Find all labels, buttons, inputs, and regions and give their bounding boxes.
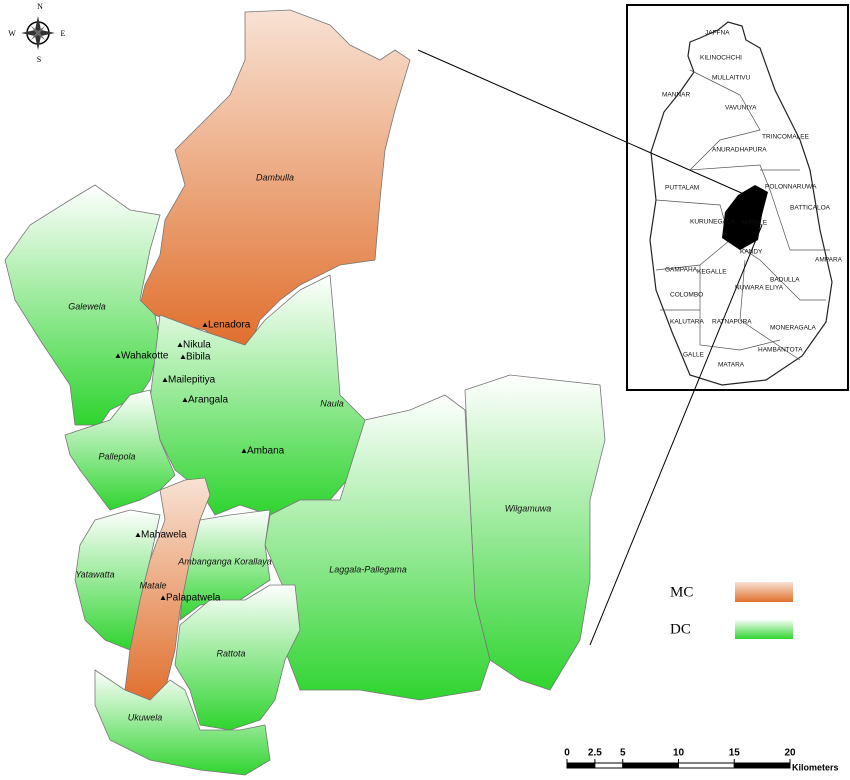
district-label: MATARA [718,362,745,369]
district-label: BADULLA [770,277,800,284]
region-label: Pallepola [98,451,135,461]
scale-segment [678,762,735,769]
town-marker [177,342,183,347]
town-label: Palapatwela [166,593,221,604]
town-marker [241,448,247,453]
region-label: Galewela [68,301,106,311]
district-label: NUWARA ELIYA [735,285,784,292]
legend-swatch [735,582,793,602]
scale-tick-label: 15 [729,748,741,759]
region-label: Ambanganga Korallaya [177,556,272,566]
region-label: Matale [139,580,166,590]
district-label: MATALE [742,220,768,227]
district-label: PUTTALAM [665,185,699,192]
regions [4,9,606,776]
callout-line [589,224,763,646]
district-label: KILINOCHCHI [700,55,742,62]
scale-tick-label: 10 [673,748,685,759]
callout-line [417,49,747,196]
matale-highlight [722,185,768,250]
scale-segment [733,762,791,769]
region-label: Yatawatta [75,569,114,579]
district-label: GALLE [683,352,705,359]
district-label: JAFFNA [705,30,730,37]
legend-label: DC [670,621,691,637]
compass [21,16,55,50]
town-marker [182,397,188,402]
district-label: KURUNEGALA [690,219,735,226]
district-label: KEGALLE [697,269,727,276]
town-marker [160,595,166,600]
scale-tick-label: 0 [564,748,570,759]
legend: MC DC [670,582,793,639]
compass-n: N [37,2,43,11]
town-label: Nikula [183,340,211,351]
town-marker [180,354,186,359]
district-label: COLOMBO [670,292,703,299]
scale-tick-label: 2.5 [588,748,602,759]
district-label: BATTICALOA [790,205,831,212]
region-label: Naula [320,398,344,408]
scale-bar: 0 2.5 5 10 15 20 Kilometers [564,748,838,773]
region-label: Dambulla [256,172,294,182]
scale-tick-label: 20 [784,748,796,759]
region-label: Wilgamuwa [505,503,551,513]
district-label: TRINCOMALEE [762,134,810,141]
district-label: KALUTARA [670,319,704,326]
scale-segment [566,762,596,769]
scale-unit: Kilometers [792,762,839,772]
town-marker [115,353,121,358]
district-label: HAMBANTOTA [758,347,803,354]
region-label: Laggala-Pallegama [329,564,407,574]
region-label: Ukuwela [128,712,163,722]
district-label: POLONNARUWA [765,184,817,191]
district-label: VAVUNIYA [725,105,757,112]
district-label: ANURADHAPURA [712,147,767,154]
town-label: Wahakotte [121,351,169,362]
compass-w: W [8,29,16,38]
town-label: Arangala [188,395,228,406]
region-label: Rattota [216,648,245,658]
town-marker [202,322,208,327]
region [149,274,366,516]
scale-tick-label: 5 [620,748,626,759]
town-marker [135,532,141,537]
district-label: GAMPAHA [665,267,698,274]
labels: Dambulla Galewela Naula Pallepola Wilgamuwa L… [68,172,551,722]
town-label: Mahawela [141,530,187,541]
legend-swatch [735,619,793,639]
compass-e: E [61,29,66,38]
district-label: RATNAPURA [712,319,752,326]
region [94,669,271,776]
town-marker [162,377,168,382]
region [174,584,301,731]
scale-segment [622,762,679,769]
compass-s: S [37,55,41,64]
legend-label: MC [670,584,693,600]
district-label: KANDY [740,249,763,256]
region [124,477,211,701]
district-label: MONERAGALA [770,325,817,332]
district-label: MANNAR [662,92,690,99]
scale-segment [594,762,624,769]
district-label: AMPARA [815,257,843,264]
town-label: Bibila [186,352,211,363]
town-label: Mailepitiya [168,375,216,386]
inset-labels: JAFFNA KILINOCHCHI MULLAITIVU MANNAR VAVUNIY… [662,30,843,369]
town-label: Lenadora [208,320,251,331]
district-label: MULLAITIVU [712,75,751,82]
town-label: Ambana [247,446,285,457]
